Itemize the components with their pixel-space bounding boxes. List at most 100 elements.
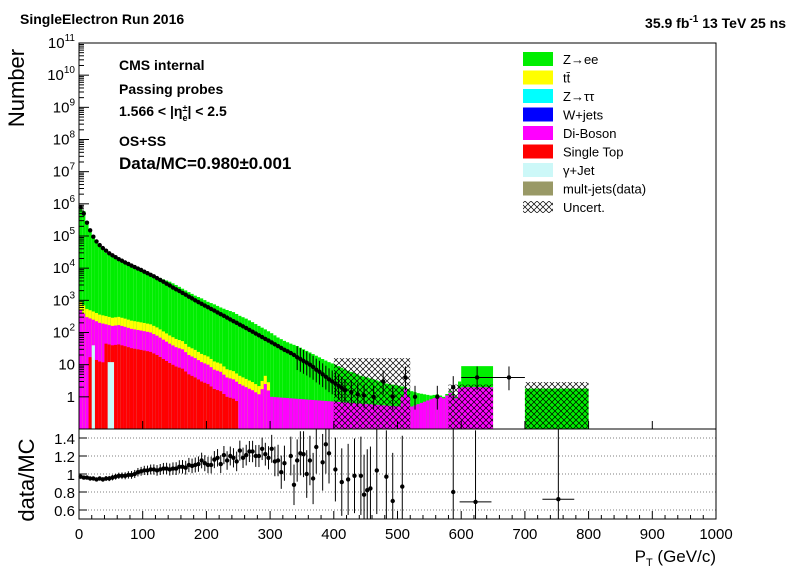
ratio-point [294,458,300,463]
ratio-point [259,446,265,451]
bar-zee [238,315,242,429]
bar-diboson [422,401,427,429]
ratio-point [266,455,271,460]
data-point [323,374,329,379]
ratio-point [119,473,125,478]
main-y-tick-label: 1010 [47,65,75,84]
bar-singletop [212,389,216,429]
bar-diboson [301,399,306,429]
legend-label-multijets: mult-jets(data) [563,182,646,197]
ratio-point [221,452,227,458]
bar-diboson [419,402,423,429]
ratio-point [384,474,389,479]
data-point [326,377,332,382]
bar-singletop [209,386,213,429]
data-point [336,383,341,389]
bar-zee [231,312,236,429]
bar-zee [257,325,261,429]
data-point [269,340,274,345]
bar-singletop [225,396,229,429]
bar-diboson [254,392,258,429]
bar-zee [270,333,274,429]
bar-diboson [82,313,86,429]
bar-diboson [276,397,280,429]
bar-gammajet [107,362,115,429]
main-y-tick-label: 105 [53,226,76,245]
data-point [84,220,90,225]
legend-swatch-zee [523,52,553,66]
bar-diboson [416,404,420,429]
bar-zee [266,331,271,429]
bar-diboson [308,399,312,429]
bar-diboson [330,401,334,429]
ratio-point [231,455,236,460]
bar-zee [279,339,283,429]
bar-diboson [247,388,251,429]
bar-singletop [126,347,130,429]
bar-singletop [117,344,121,429]
legend-label-wjets: W+jets [563,108,604,123]
header-left: SingleElectron Run 2016 [20,11,184,27]
bar-zee [273,335,277,429]
ratio-point [451,489,456,495]
bar-singletop [228,397,232,429]
bar-singletop [196,379,201,429]
main-panel: 1 10 102 103 104 105 106 107 108 109 1010 1011 Numb… [4,33,717,430]
data-point [380,379,386,384]
main-y-tick-label: 103 [53,290,76,309]
annotation-ratio: Data/MC=0.980±0.001 [119,154,291,173]
bar-singletop [235,401,239,429]
data-point [259,334,265,340]
data-point [167,283,172,288]
ratio-point [326,451,332,456]
ratio-point [224,458,230,463]
bar-diboson [286,398,290,429]
ratio-point [103,476,109,481]
bar-singletop [222,394,226,429]
data-point [256,333,262,338]
bar-diboson [250,390,255,429]
data-point [177,288,182,294]
ratio-point [473,499,478,505]
ratio-point [81,475,86,480]
main-y-tick-label: 10 [58,357,75,374]
ratio-point [291,482,297,487]
bar-diboson [426,400,430,429]
ratio-point [320,460,325,465]
annotation-charge: OS+SS [119,133,166,149]
uncert-band [524,382,589,429]
legend-swatch-uncert [523,201,553,213]
ratio-point [400,484,405,489]
bar-singletop [88,357,92,429]
bar-diboson [273,397,277,429]
data-point [342,388,348,393]
bar-diboson [410,406,414,429]
ratio-point [556,497,561,502]
ratio-point [345,477,351,482]
x-tick-label: 900 [640,526,665,543]
bar-zee [260,327,264,429]
data-point [330,379,335,384]
ratio-x-ticks: 0 100 200 300 400 500 600 700 800 900 1000 [75,421,733,543]
legend-swatch-wjets [523,107,553,122]
ratio-point [256,453,262,459]
annotations: CMS internal Passing probes 1.566 < |ηe±… [119,57,291,173]
bar-zee [241,317,245,429]
bar-singletop [184,371,188,429]
data-point [288,350,294,356]
x-tick-label: 300 [258,526,283,543]
ratio-point [279,470,284,475]
legend-swatch-gammajet [523,163,553,177]
bar-diboson [263,384,267,429]
ratio-point [253,453,258,459]
ratio-grid [79,437,716,511]
main-y-tick-label: 1 [67,389,75,406]
bar-singletop [193,377,197,429]
bar-gammajet [91,345,95,429]
ratio-point [170,466,176,471]
ratio-point [352,473,357,478]
data-point [275,343,281,349]
bar-diboson [327,401,331,429]
bar-singletop [177,367,181,429]
ratio-point [314,444,319,450]
